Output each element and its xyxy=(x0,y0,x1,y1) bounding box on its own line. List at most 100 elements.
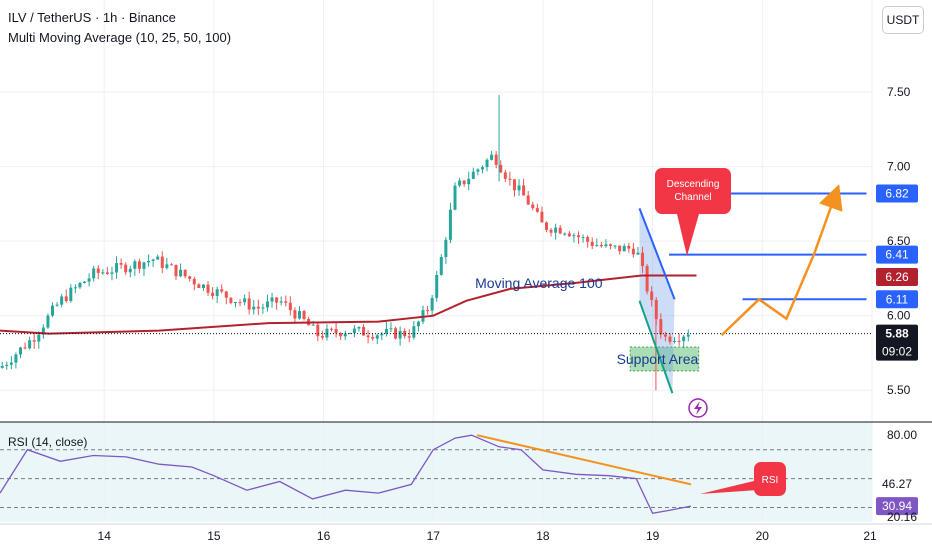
candle-body xyxy=(92,268,96,279)
candle-body xyxy=(46,315,50,328)
candle-body xyxy=(357,327,361,329)
x-tick-label: 14 xyxy=(98,529,112,543)
candle-body xyxy=(137,261,141,269)
candle-body xyxy=(211,292,215,296)
candle-body xyxy=(366,335,370,338)
price-tick-label: 6.50 xyxy=(887,234,911,248)
candle-body xyxy=(458,180,462,186)
rsi-tick-label: 20.16 xyxy=(887,510,917,524)
candle-body xyxy=(224,291,228,298)
rsi-divergence-line xyxy=(476,434,692,486)
candle-body xyxy=(494,154,498,165)
candle-body xyxy=(531,204,535,209)
candle-body xyxy=(485,159,489,168)
rsi-marker-label: 30.94 xyxy=(882,499,912,513)
support-area-box xyxy=(629,346,700,372)
candle-body xyxy=(28,340,32,349)
lightning-icon-bolt xyxy=(694,401,702,415)
rsi-callout-box xyxy=(754,462,786,496)
candle-body xyxy=(389,328,393,330)
grid xyxy=(0,0,873,522)
rsi-background xyxy=(0,422,872,522)
candle-body xyxy=(581,237,585,239)
candle-body xyxy=(51,305,55,316)
rsi-callout-pointer xyxy=(700,480,758,494)
candle-body xyxy=(83,281,87,283)
x-tick-label: 21 xyxy=(863,529,877,543)
candle-body xyxy=(288,302,292,311)
candle-body xyxy=(279,301,283,303)
candle-body xyxy=(512,179,516,191)
candle-body xyxy=(544,222,548,230)
candle-body xyxy=(599,245,603,247)
currency-button[interactable]: USDT xyxy=(882,6,924,34)
overlays-front: Support Area Moving Average 100 Descending… xyxy=(0,168,872,418)
candle-body xyxy=(0,365,4,368)
candle-body xyxy=(55,304,59,306)
price-tick-label: 7.00 xyxy=(887,160,911,174)
price-tick-label: 6.00 xyxy=(887,309,911,323)
candle-body xyxy=(311,324,315,326)
moving-average-line xyxy=(0,274,697,335)
countdown-label: 09:02 xyxy=(882,345,912,359)
candle-body xyxy=(444,239,448,257)
candle-body xyxy=(325,328,329,338)
candle-body xyxy=(686,334,690,337)
candle-body xyxy=(261,307,265,309)
channel-callout-box xyxy=(655,168,731,214)
candle-body xyxy=(142,262,146,269)
candle-body xyxy=(453,185,457,210)
candle-body xyxy=(448,209,452,240)
candle-body xyxy=(439,256,443,275)
candle-body xyxy=(535,208,539,212)
candle-body xyxy=(270,297,274,302)
candle-body xyxy=(416,321,420,327)
candle-body xyxy=(238,302,242,304)
candle-body xyxy=(403,330,407,337)
candle-body xyxy=(156,256,160,260)
candle-body xyxy=(169,264,173,266)
candle-body xyxy=(636,252,640,255)
last-price-bg xyxy=(876,324,918,361)
candle-body xyxy=(60,296,64,305)
candle-body xyxy=(110,272,114,274)
price-marker-label: 6.82 xyxy=(885,186,909,200)
candle-body xyxy=(5,364,9,366)
rsi-tick-label: 80.00 xyxy=(887,428,917,442)
candle-body xyxy=(256,306,260,309)
rsi-label: RSI (14, close) xyxy=(8,435,87,449)
candle-body xyxy=(352,328,356,333)
candle-body xyxy=(627,245,631,249)
candle-body xyxy=(618,245,622,252)
candle-body xyxy=(394,328,398,339)
candle-body xyxy=(503,172,507,179)
candle-body xyxy=(14,354,18,363)
rsi-callout-text: RSI xyxy=(762,475,779,486)
candle-body xyxy=(554,227,558,233)
x-tick-label: 20 xyxy=(756,529,770,543)
candle-body xyxy=(23,347,27,349)
candle-body xyxy=(78,282,82,288)
candle-body xyxy=(201,284,205,289)
x-tick-label: 17 xyxy=(427,529,441,543)
candle-body xyxy=(641,252,645,267)
candle-body xyxy=(398,330,402,339)
candle-body xyxy=(508,178,512,180)
x-tick-label: 16 xyxy=(317,529,331,543)
candle-body xyxy=(659,319,663,335)
candle-body xyxy=(69,287,73,301)
candle-body xyxy=(297,311,301,319)
ma-label: Moving Average 100 xyxy=(475,275,603,291)
candle-body xyxy=(558,227,562,234)
candle-body xyxy=(380,333,384,336)
rsi-layer: RSI (14, close) RSI xyxy=(0,434,872,515)
price-marker-label-bg xyxy=(876,245,918,264)
candle-body xyxy=(604,244,608,247)
candle-body xyxy=(41,327,45,335)
support-area-label: Support Area xyxy=(617,351,699,367)
candle-body xyxy=(567,233,571,237)
last-price-label: 5.88 xyxy=(885,327,909,341)
candle-body xyxy=(435,274,439,298)
projection-arrow xyxy=(720,184,843,337)
